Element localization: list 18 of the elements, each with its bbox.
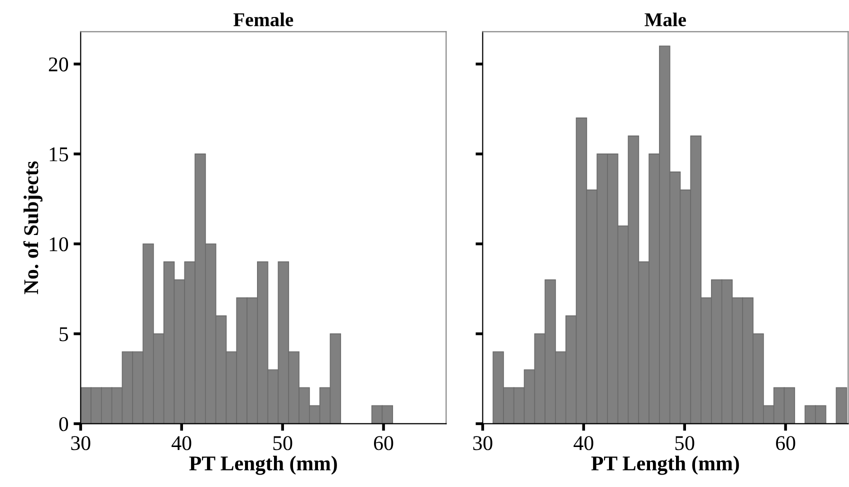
x-tick-label: 30 (71, 436, 90, 450)
x-axis-title: PT Length (mm) (591, 456, 739, 475)
x-tick-label: 40 (172, 436, 192, 450)
y-tick-label: 15 (50, 147, 68, 162)
x-axis-title: PT Length (mm) (189, 456, 337, 475)
chart-title: Female (233, 12, 294, 26)
y-axis-title: No. of Subjects (23, 161, 42, 294)
x-tick-label: 40 (574, 436, 594, 450)
x-tick-label: 60 (374, 436, 394, 450)
y-tick-label: 0 (59, 417, 68, 432)
x-tick-label: 30 (473, 436, 492, 450)
y-tick-label: 10 (50, 237, 68, 252)
x-tick-label: 50 (273, 436, 292, 450)
x-tick-label: 60 (776, 436, 796, 450)
x-tick-label: 50 (675, 436, 694, 450)
y-tick-label: 5 (60, 327, 68, 342)
chart-title: Male (644, 12, 686, 26)
y-tick-label: 20 (48, 57, 68, 72)
